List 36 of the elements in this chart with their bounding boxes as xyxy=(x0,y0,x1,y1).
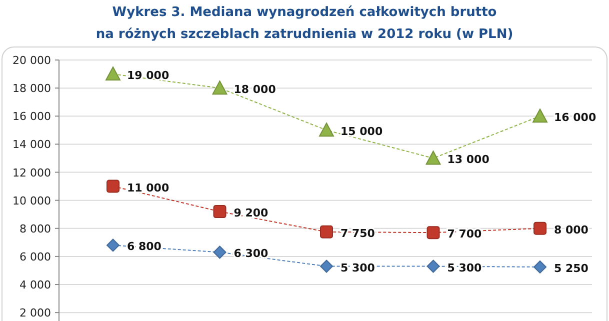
data-label: 5 300 xyxy=(340,261,376,274)
y-tick-label: 10 000 xyxy=(12,194,51,208)
point xyxy=(106,66,120,81)
point xyxy=(106,180,120,193)
y-tick-label: 6 000 xyxy=(20,250,51,264)
data-label: 8 000 xyxy=(554,223,589,236)
y-tick-label: 4 000 xyxy=(20,278,51,292)
point xyxy=(426,260,440,273)
point xyxy=(534,260,546,274)
point xyxy=(534,222,546,235)
point xyxy=(320,225,333,238)
data-label: 16 000 xyxy=(554,111,596,124)
point xyxy=(106,238,120,252)
data-label: 19 000 xyxy=(127,69,170,82)
y-tick-label: 8 000 xyxy=(20,222,51,236)
point xyxy=(212,80,228,95)
point xyxy=(319,122,334,137)
point xyxy=(320,260,333,273)
y-tick-label: 12 000 xyxy=(12,166,51,180)
point xyxy=(426,226,440,240)
data-label: 11 000 xyxy=(127,181,170,194)
data-label: 13 000 xyxy=(447,153,490,166)
point xyxy=(213,246,226,259)
point xyxy=(213,205,226,218)
y-tick-label: 16 000 xyxy=(12,110,51,124)
data-label: 15 000 xyxy=(340,125,383,138)
y-tick-label: 20 000 xyxy=(12,54,51,67)
data-label: 5 250 xyxy=(554,262,589,275)
data-label: 18 000 xyxy=(234,83,276,96)
point xyxy=(532,108,548,123)
y-tick-label: 2 000 xyxy=(20,306,51,320)
data-label: 9 200 xyxy=(234,206,269,220)
chart-title: Wykres 3. Mediana wynagrodzeń całkowitych brutto na różnych szczeblach zatrudnienia w 2012 roku (w PLN) xyxy=(96,5,514,42)
y-tick-label: 18 000 xyxy=(12,82,51,96)
y-tick-label: 14 000 xyxy=(12,138,51,152)
point xyxy=(426,150,441,165)
